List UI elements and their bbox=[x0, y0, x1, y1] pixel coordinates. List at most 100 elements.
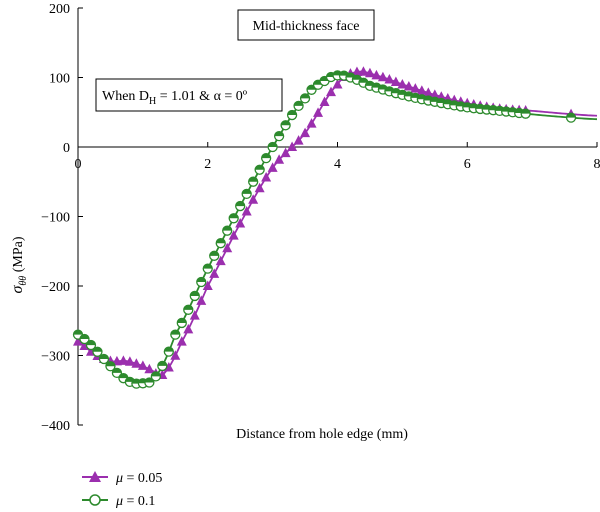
y-tick-label: −300 bbox=[41, 350, 70, 365]
y-tick-label: −200 bbox=[41, 280, 70, 295]
data-point-triangle bbox=[137, 360, 148, 370]
data-point-circle-fill bbox=[170, 330, 180, 335]
data-point-circle-fill bbox=[86, 340, 96, 346]
data-point-circle-fill bbox=[183, 305, 193, 310]
data-point-triangle bbox=[189, 310, 200, 320]
y-axis-title: σθθ (MPa) bbox=[9, 236, 29, 293]
data-point-circle-fill bbox=[99, 354, 109, 359]
data-point-circle-fill bbox=[216, 238, 226, 244]
data-point-triangle bbox=[235, 217, 246, 228]
series-mu-01 bbox=[72, 70, 598, 389]
x-axis-title: Distance from hole edge (mm) bbox=[236, 427, 408, 442]
data-point-circle-fill bbox=[274, 131, 284, 137]
data-point-triangle bbox=[196, 295, 207, 305]
data-point-triangle bbox=[390, 76, 401, 86]
data-point-circle-fill bbox=[345, 73, 355, 78]
annotation-face-text: Mid-thickness face bbox=[253, 19, 360, 34]
data-point-circle-fill bbox=[261, 153, 271, 159]
data-point-circle-fill bbox=[222, 226, 232, 231]
data-point-triangle bbox=[274, 154, 285, 164]
legend-circle-marker bbox=[89, 494, 101, 506]
data-point-circle-fill bbox=[177, 318, 187, 323]
series-layer bbox=[72, 66, 598, 389]
data-point-circle-fill bbox=[151, 371, 161, 377]
data-point-circle-fill bbox=[242, 189, 252, 194]
x-tick-label: 6 bbox=[464, 157, 471, 172]
data-point-triangle bbox=[326, 86, 337, 97]
data-point-triangle bbox=[131, 358, 142, 368]
annotation-face-box bbox=[237, 9, 375, 41]
y-tick-label: 200 bbox=[49, 2, 70, 17]
data-point-circle-fill bbox=[378, 85, 388, 90]
data-point-circle-fill bbox=[521, 109, 531, 114]
data-point-circle-fill bbox=[203, 264, 213, 269]
data-point-circle-fill bbox=[118, 373, 128, 379]
data-point-triangle bbox=[416, 85, 427, 95]
data-point-circle-fill bbox=[112, 368, 122, 373]
data-point-triangle bbox=[306, 118, 317, 128]
y-axis-ticks: 200 100 0 −100 −200 −300 −400 bbox=[41, 2, 83, 434]
data-point-triangle bbox=[351, 66, 362, 76]
data-point-circle-fill bbox=[371, 83, 381, 88]
x-tick-label: 4 bbox=[334, 157, 341, 172]
data-point-circle-fill bbox=[358, 78, 368, 83]
data-point-triangle bbox=[176, 336, 187, 346]
data-point-circle-fill bbox=[287, 110, 297, 116]
data-point-circle-fill bbox=[92, 347, 102, 352]
data-point-circle-fill bbox=[73, 330, 83, 335]
data-point-circle-fill bbox=[255, 165, 265, 170]
y-tick-label: 0 bbox=[63, 141, 70, 156]
data-point-triangle bbox=[267, 162, 278, 172]
data-point-triangle bbox=[118, 355, 129, 365]
data-point-triangle bbox=[384, 73, 395, 84]
data-point-circle-fill bbox=[105, 361, 115, 367]
data-point-circle-fill bbox=[190, 291, 200, 296]
data-point-triangle bbox=[300, 127, 311, 138]
data-point-triangle bbox=[403, 80, 414, 91]
data-point-circle-fill bbox=[229, 213, 239, 219]
data-point-circle-fill bbox=[281, 120, 291, 126]
annotation-face: Mid-thickness face bbox=[237, 9, 375, 41]
data-point-triangle bbox=[202, 280, 213, 290]
data-point-circle-fill bbox=[268, 142, 278, 147]
data-point-circle-fill bbox=[339, 71, 349, 76]
data-point-triangle bbox=[423, 87, 434, 97]
data-point-triangle bbox=[287, 141, 298, 151]
data-point-triangle bbox=[254, 182, 265, 193]
y-tick-label: 100 bbox=[49, 72, 70, 87]
data-point-circle-fill bbox=[235, 201, 245, 207]
data-point-triangle bbox=[241, 206, 252, 216]
data-point-triangle bbox=[248, 194, 259, 204]
annotation-condition-text: When DH = 1.01 & α = 0º bbox=[102, 89, 248, 107]
legend-label-mu-01: μ = 0.1 bbox=[115, 494, 155, 509]
data-point-circle-fill bbox=[196, 277, 206, 282]
data-point-triangle bbox=[144, 363, 155, 374]
data-point-triangle bbox=[436, 91, 447, 101]
x-axis-ticks: 0 2 4 6 8 bbox=[75, 142, 600, 172]
data-point-triangle bbox=[261, 172, 272, 182]
x-tick-label: 0 bbox=[75, 157, 82, 172]
data-point-triangle bbox=[319, 96, 330, 106]
data-point-triangle bbox=[293, 135, 304, 145]
data-point-triangle bbox=[228, 230, 239, 240]
y-tick-label: −100 bbox=[41, 211, 70, 226]
legend-item-mu-005: μ = 0.05 bbox=[82, 471, 162, 486]
data-point-circle-fill bbox=[209, 251, 219, 256]
legend: μ = 0.05 μ = 0.1 bbox=[82, 471, 162, 509]
data-point-circle-fill bbox=[294, 101, 304, 106]
data-point-circle-fill bbox=[384, 86, 394, 92]
annotation-condition: When DH = 1.01 & α = 0º bbox=[95, 78, 283, 112]
data-point-circle-fill bbox=[79, 334, 89, 339]
data-point-circle-fill bbox=[300, 93, 310, 99]
legend-item-mu-01: μ = 0.1 bbox=[82, 494, 155, 509]
data-point-triangle bbox=[332, 78, 343, 89]
y-tick-label: −400 bbox=[41, 419, 70, 434]
data-point-triangle bbox=[377, 71, 388, 82]
x-tick-label: 8 bbox=[594, 157, 600, 172]
data-point-triangle bbox=[358, 66, 369, 76]
annotation-condition-box bbox=[95, 78, 283, 112]
data-point-triangle bbox=[215, 255, 226, 266]
legend-triangle-marker bbox=[89, 471, 101, 482]
series-line bbox=[77, 74, 598, 385]
